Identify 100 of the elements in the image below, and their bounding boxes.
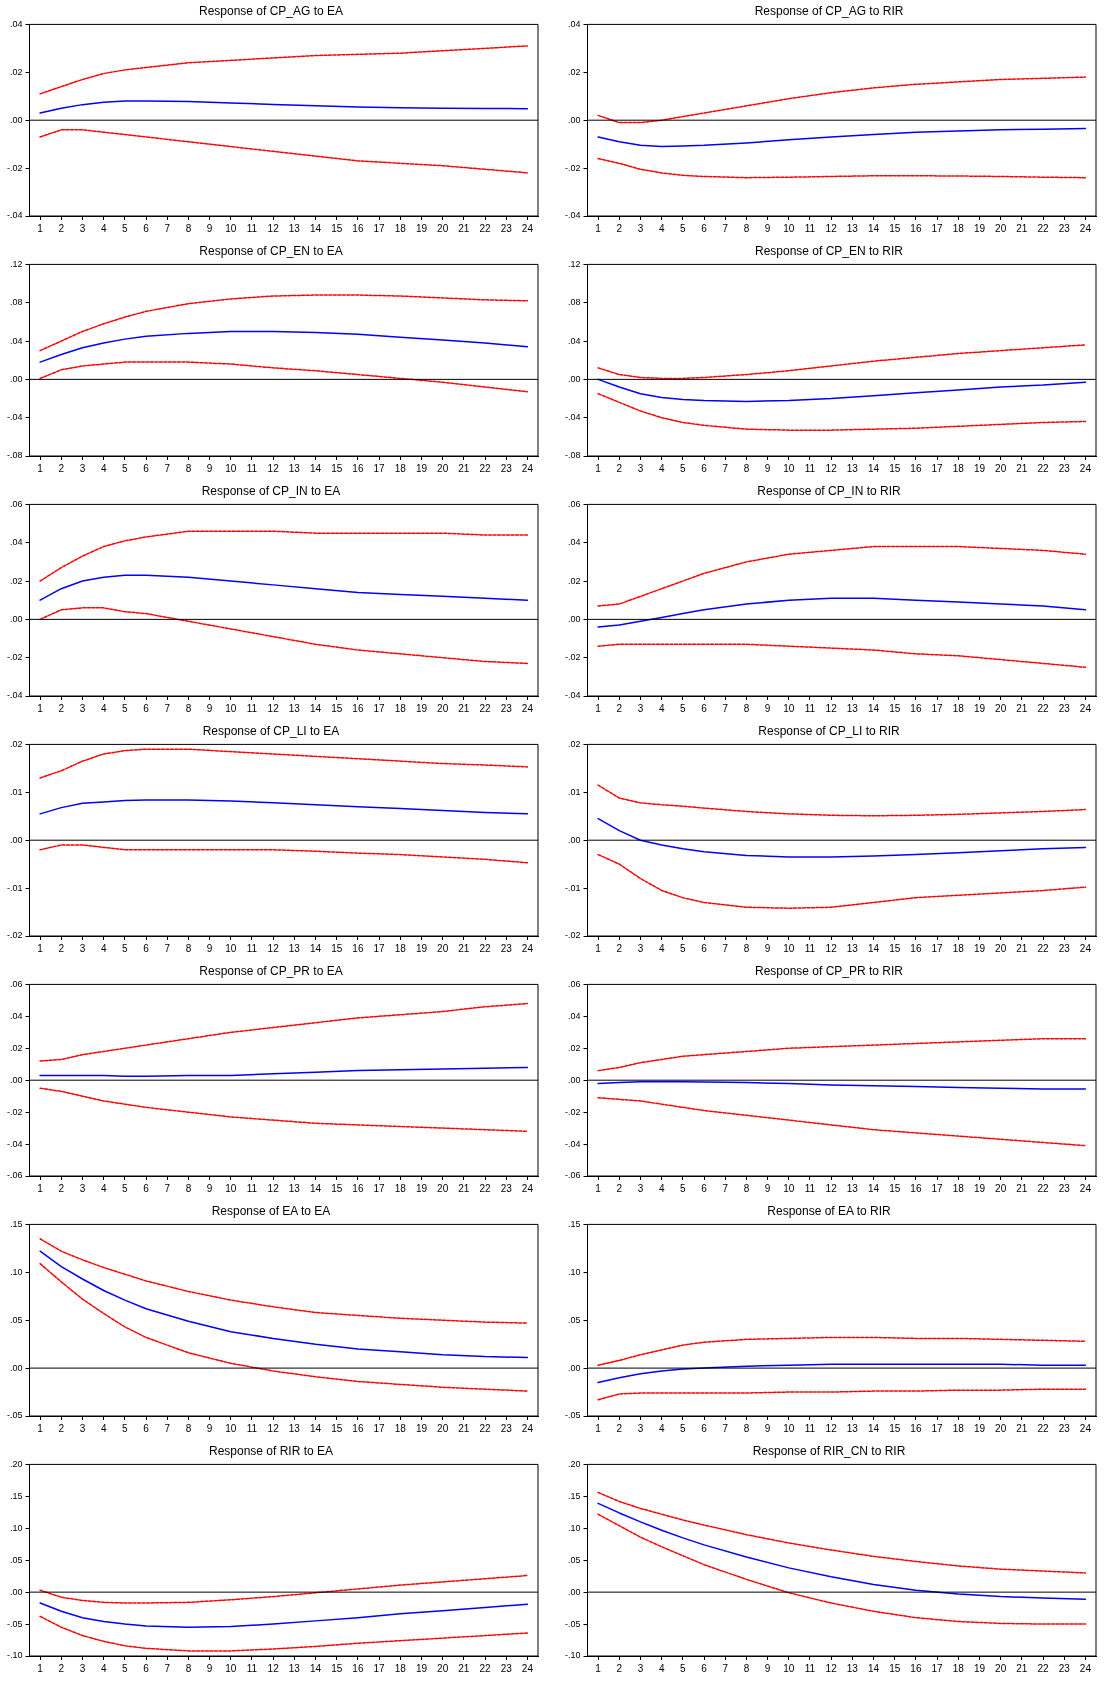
x-tick-label: 12 [267, 1422, 280, 1434]
x-tick-label: 6 [143, 1662, 150, 1674]
x-tick-label: 21 [458, 702, 470, 714]
x-tick-label: 16 [352, 942, 364, 954]
y-tick-label: -.04 [564, 412, 581, 423]
x-tick-label: 16 [910, 702, 922, 714]
x-tick-label: 2 [58, 702, 65, 714]
x-tick-label: 17 [373, 1182, 386, 1194]
y-tick-label: -.08 [564, 450, 581, 461]
x-tick-label: 22 [479, 1182, 492, 1194]
x-tick-label: 10 [783, 702, 795, 714]
x-tick-label: 12 [825, 1182, 838, 1194]
x-tick-label: 21 [1016, 702, 1028, 714]
y-tick-label: -.05 [564, 1410, 581, 1421]
x-tick-label: 3 [79, 1182, 86, 1194]
x-tick-label: 20 [437, 1662, 449, 1674]
x-tick-label: 9 [764, 1662, 771, 1674]
x-tick-label: 2 [616, 1422, 623, 1434]
x-tick-label: 6 [701, 1182, 708, 1194]
x-tick-label: 14 [309, 1182, 322, 1194]
chart-title: Response of CP_EN to RIR [754, 243, 904, 258]
x-tick-label: 18 [952, 222, 965, 234]
x-tick-label: 16 [910, 222, 922, 234]
x-tick-label: 12 [267, 702, 280, 714]
x-tick-label: 6 [701, 1662, 708, 1674]
x-tick-label: 21 [458, 1422, 470, 1434]
x-tick-label: 22 [479, 222, 492, 234]
x-tick-label: 15 [889, 702, 901, 714]
x-tick-label: 4 [658, 1662, 665, 1674]
x-tick-label: 11 [804, 222, 816, 234]
x-tick-label: 21 [458, 222, 470, 234]
x-tick-label: 2 [616, 1182, 623, 1194]
x-tick-label: 7 [722, 1662, 729, 1674]
x-tick-label: 24 [521, 942, 534, 954]
y-tick-label: -.01 [564, 882, 581, 893]
x-tick-label: 9 [764, 462, 771, 474]
x-tick-label: 20 [995, 222, 1007, 234]
x-tick-label: 18 [952, 1662, 965, 1674]
x-tick-label: 5 [122, 1182, 129, 1194]
x-tick-label: 4 [658, 942, 665, 954]
x-tick-label: 24 [1079, 1422, 1092, 1434]
y-tick-label: -.02 [6, 930, 23, 941]
x-tick-label: 4 [100, 222, 107, 234]
y-tick-label: .12 [9, 258, 23, 269]
y-tick-label: .15 [567, 1490, 581, 1501]
x-tick-label: 8 [185, 702, 192, 714]
chart-title: Response of CP_EN to EA [199, 243, 343, 258]
x-tick-label: 7 [164, 462, 171, 474]
x-tick-label: 17 [931, 462, 944, 474]
y-tick-label: .12 [567, 258, 581, 269]
x-tick-label: 22 [1037, 1422, 1050, 1434]
y-tick-label: .00 [9, 114, 23, 125]
x-tick-label: 5 [122, 462, 129, 474]
x-tick-label: 7 [164, 1662, 171, 1674]
x-tick-label: 24 [521, 1662, 534, 1674]
y-tick-label: .05 [9, 1554, 23, 1565]
y-tick-label: .08 [567, 297, 581, 308]
x-tick-label: 2 [616, 942, 623, 954]
x-tick-label: 13 [288, 942, 301, 954]
x-tick-label: 14 [867, 1662, 880, 1674]
x-tick-label: 6 [143, 462, 150, 474]
y-tick-label: -.06 [564, 1170, 581, 1181]
x-tick-label: 12 [267, 222, 280, 234]
x-tick-label: 17 [931, 702, 944, 714]
x-tick-label: 13 [288, 702, 301, 714]
x-tick-label: 24 [1079, 462, 1092, 474]
x-tick-label: 14 [867, 1422, 880, 1434]
x-tick-label: 5 [680, 702, 687, 714]
x-tick-label: 5 [680, 1662, 687, 1674]
x-tick-label: 10 [783, 1422, 795, 1434]
y-tick-label: -.02 [6, 652, 23, 663]
x-tick-label: 23 [1058, 942, 1071, 954]
y-tick-label: .00 [9, 834, 23, 845]
x-tick-label: 18 [952, 462, 965, 474]
y-tick-label: -.04 [564, 690, 581, 701]
x-tick-label: 5 [680, 462, 687, 474]
x-tick-label: 1 [37, 462, 44, 474]
x-tick-label: 12 [825, 942, 838, 954]
x-tick-label: 19 [973, 222, 986, 234]
y-tick-label: -.01 [6, 882, 23, 893]
x-tick-label: 4 [100, 702, 107, 714]
x-tick-label: 9 [206, 1662, 213, 1674]
x-tick-label: 13 [846, 1662, 859, 1674]
x-tick-label: 2 [616, 462, 623, 474]
x-tick-label: 23 [1058, 462, 1071, 474]
x-tick-label: 16 [910, 1422, 922, 1434]
y-tick-label: .02 [567, 738, 581, 749]
x-tick-label: 9 [206, 462, 213, 474]
x-tick-label: 17 [931, 1662, 944, 1674]
x-tick-label: 18 [394, 942, 407, 954]
x-tick-label: 17 [931, 222, 944, 234]
x-tick-label: 13 [846, 942, 859, 954]
x-tick-label: 15 [889, 1662, 901, 1674]
x-tick-label: 1 [37, 222, 44, 234]
x-tick-label: 15 [889, 222, 901, 234]
y-tick-label: .02 [567, 1042, 581, 1053]
chart-title: Response of EA to RIR [767, 1203, 892, 1218]
x-tick-label: 21 [1016, 1662, 1028, 1674]
x-tick-label: 14 [867, 702, 880, 714]
y-tick-label: .02 [9, 66, 23, 77]
